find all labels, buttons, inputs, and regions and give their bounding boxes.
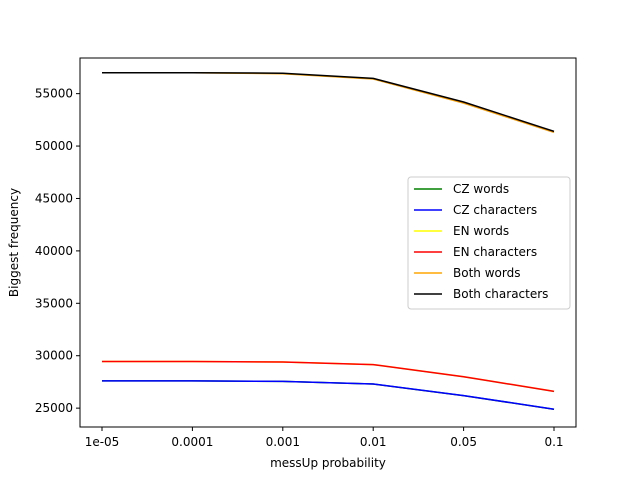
legend-label: CZ words [453,182,509,196]
x-tick-label: 0.0001 [171,435,213,449]
y-tick-label: 50000 [35,139,73,153]
legend-box [407,176,571,310]
x-axis-label: messUp probability [270,456,386,470]
legend-label: Both words [453,266,520,280]
x-tick-label: 0.05 [450,435,477,449]
series-line-3 [102,360,555,393]
legend: CZ words CZ characters EN words EN characte… [407,176,571,310]
x-tick-label: 0.01 [360,435,387,449]
x-axis: 1e-05 0.0001 0.001 0.01 0.05 0.1 [85,427,564,449]
y-axis-label: Biggest frequency [7,188,21,297]
y-tick-label: 40000 [35,244,73,258]
series-layer [102,71,555,410]
y-tick-label: 45000 [35,191,73,205]
x-tick-label: 0.001 [266,435,300,449]
x-tick-label: 0.1 [544,435,563,449]
y-axis: 25000 30000 35000 40000 45000 50000 55000 [35,87,80,415]
plot-frame [79,57,577,428]
series-line-1 [102,380,555,410]
y-tick-label: 30000 [35,349,73,363]
legend-label: CZ characters [453,203,537,217]
legend-label: Both characters [453,287,548,301]
series-line-5 [102,71,555,133]
y-tick-label: 35000 [35,296,73,310]
x-tick-label: 1e-05 [85,435,120,449]
legend-label: EN words [453,224,509,238]
y-tick-label: 55000 [35,87,73,101]
legend-label: EN characters [453,245,537,259]
y-tick-label: 25000 [35,401,73,415]
